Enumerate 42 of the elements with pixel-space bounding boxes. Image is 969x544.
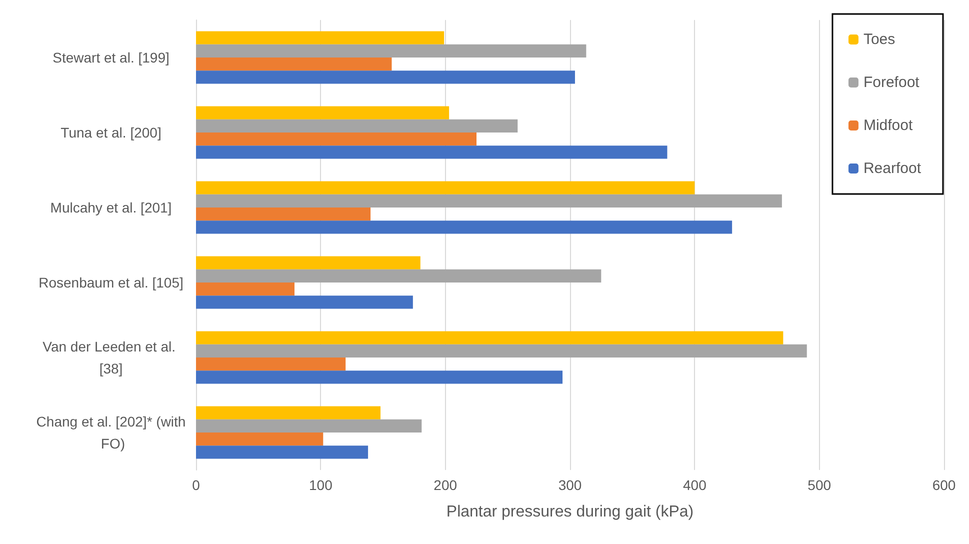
y-tick-label: Mulcahy et al. [201] bbox=[50, 200, 172, 216]
x-tick-label: 300 bbox=[558, 477, 582, 493]
bar bbox=[196, 132, 476, 146]
bar bbox=[196, 58, 392, 71]
bar bbox=[196, 269, 602, 282]
legend-label: Rearfoot bbox=[863, 160, 922, 177]
bar bbox=[196, 282, 294, 296]
x-tick-label: 400 bbox=[682, 477, 707, 493]
bar bbox=[196, 256, 420, 270]
bar bbox=[196, 31, 444, 44]
y-tick-label: Rosenbaum et al. [105] bbox=[38, 274, 184, 290]
bar bbox=[196, 296, 413, 309]
bar bbox=[196, 44, 586, 58]
bar bbox=[196, 419, 422, 432]
bar bbox=[196, 208, 371, 221]
x-tick-label: 500 bbox=[808, 477, 832, 493]
y-tick-label: Stewart et al. [199] bbox=[52, 50, 170, 66]
bar bbox=[196, 344, 807, 358]
bar bbox=[196, 119, 518, 132]
bar bbox=[196, 446, 368, 459]
bar bbox=[196, 432, 324, 446]
x-tick-label: 200 bbox=[434, 477, 458, 493]
bar bbox=[196, 331, 784, 344]
x-tick-label: 600 bbox=[932, 477, 956, 493]
legend-label: Forefoot bbox=[863, 74, 920, 91]
bar bbox=[196, 70, 575, 84]
y-tick-label: Van der Leeden et al. [38] bbox=[42, 338, 180, 376]
legend-label: Toes bbox=[863, 31, 896, 48]
x-tick-label: 0 bbox=[192, 477, 200, 493]
bar bbox=[196, 370, 563, 384]
bar bbox=[196, 181, 695, 194]
y-tick-label: Tuna et al. [200] bbox=[60, 124, 162, 140]
legend-label: Midfoot bbox=[863, 117, 914, 134]
y-tick-label: Chang et al. [202]* (with FO) bbox=[36, 414, 186, 452]
bar bbox=[196, 358, 346, 371]
bar bbox=[196, 194, 782, 208]
bar bbox=[196, 406, 381, 420]
bar bbox=[196, 146, 668, 159]
bar bbox=[196, 106, 450, 120]
x-axis-title: Plantar pressures during gait (kPa) bbox=[446, 504, 694, 520]
bar bbox=[196, 220, 732, 234]
x-tick-label: 100 bbox=[308, 477, 333, 493]
